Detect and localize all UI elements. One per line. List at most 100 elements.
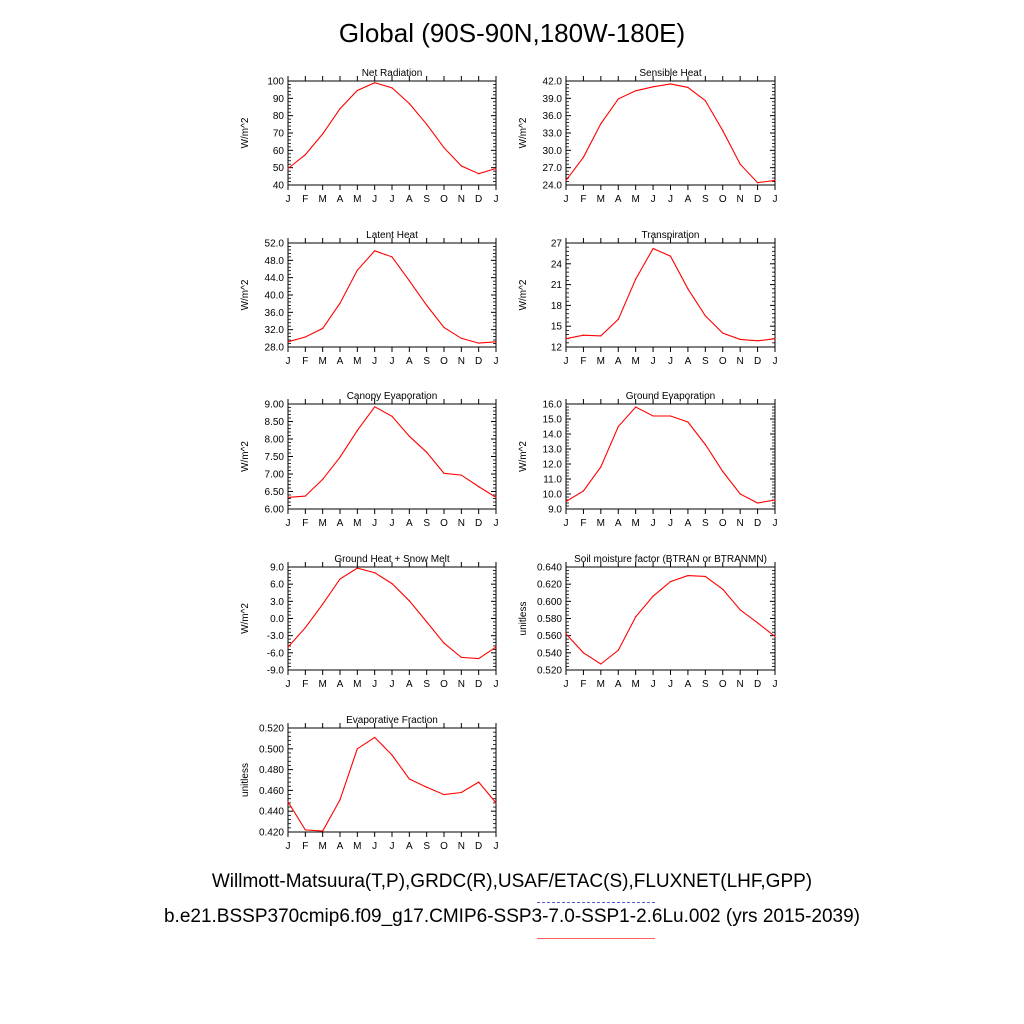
data-point bbox=[339, 799, 341, 801]
panel-title: Evaporative Fraction bbox=[346, 715, 438, 726]
x-tick-label: N bbox=[737, 679, 744, 690]
data-point bbox=[460, 337, 462, 339]
data-point bbox=[478, 486, 480, 488]
chart-panel: Soil moisture factor (BTRAN or BTRANMN) u… bbox=[518, 554, 778, 690]
x-tick-label: J bbox=[390, 518, 395, 529]
x-tick-label: J bbox=[494, 356, 499, 367]
chart-panel: Latent Heat W/m^2 28.0 32.0 36.0 40.0 44.0 48.0… bbox=[240, 230, 499, 367]
y-tick-label: 13.0 bbox=[543, 445, 563, 456]
data-point bbox=[739, 163, 741, 165]
x-tick-label: F bbox=[580, 518, 586, 529]
x-tick-label: N bbox=[737, 518, 744, 529]
y-tick-label: 6.00 bbox=[265, 505, 285, 516]
y-tick-label: 7.50 bbox=[265, 452, 285, 463]
x-tick-label: S bbox=[702, 194, 709, 205]
data-point bbox=[739, 493, 741, 495]
plot-frame bbox=[565, 566, 776, 671]
data-point bbox=[704, 443, 706, 446]
x-tick-label: J bbox=[564, 518, 569, 529]
x-tick-label: D bbox=[754, 356, 761, 367]
x-tick-label: S bbox=[702, 518, 709, 529]
y-tick-label: 52.0 bbox=[265, 239, 285, 250]
y-tick-label: 70 bbox=[273, 129, 285, 140]
x-tick-label: J bbox=[372, 194, 377, 205]
data-point bbox=[426, 123, 428, 125]
data-point bbox=[774, 338, 776, 340]
x-tick-label: O bbox=[719, 518, 727, 529]
x-tick-label: J bbox=[773, 194, 778, 205]
x-tick-label: M bbox=[353, 356, 361, 367]
x-tick-label: F bbox=[580, 194, 586, 205]
y-tick-label: 80 bbox=[273, 111, 285, 122]
data-point bbox=[478, 342, 480, 344]
y-tick-label: 33.0 bbox=[543, 129, 563, 140]
x-tick-label: J bbox=[564, 679, 569, 690]
data-point bbox=[374, 406, 376, 408]
data-point bbox=[617, 318, 619, 320]
x-tick-label: A bbox=[406, 518, 413, 529]
x-tick-label: O bbox=[440, 518, 448, 529]
x-tick-label: A bbox=[406, 194, 413, 205]
x-tick-label: N bbox=[458, 518, 465, 529]
y-axis-label: unitless bbox=[240, 763, 251, 797]
y-tick-label: 9.0 bbox=[548, 505, 562, 516]
x-tick-label: M bbox=[318, 518, 326, 529]
x-tick-label: A bbox=[337, 356, 344, 367]
y-tick-label: 12 bbox=[551, 343, 563, 354]
data-point bbox=[287, 801, 289, 803]
x-tick-label: J bbox=[668, 679, 673, 690]
y-tick-label: 60 bbox=[273, 146, 285, 157]
data-point bbox=[426, 451, 428, 453]
x-tick-label: A bbox=[685, 679, 692, 690]
x-tick-label: A bbox=[406, 841, 413, 852]
x-tick-label: D bbox=[475, 356, 482, 367]
y-tick-label: 0.540 bbox=[537, 648, 562, 659]
y-axis-label: W/m^2 bbox=[240, 117, 251, 148]
plot-frame bbox=[287, 242, 497, 348]
data-point bbox=[600, 663, 602, 665]
x-tick-label: D bbox=[754, 194, 761, 205]
data-point bbox=[617, 98, 619, 100]
y-tick-label: 90 bbox=[273, 94, 285, 105]
y-tick-label: 15 bbox=[551, 322, 563, 333]
data-point bbox=[722, 470, 724, 473]
data-point bbox=[339, 578, 341, 580]
page-title: Global (90S-90N,180W-180E) bbox=[338, 18, 686, 48]
data-point bbox=[600, 466, 602, 468]
data-point bbox=[408, 280, 410, 282]
y-tick-label: 0.620 bbox=[537, 580, 562, 591]
y-tick-label: 39.0 bbox=[543, 94, 563, 105]
data-point bbox=[565, 500, 567, 503]
data-point bbox=[495, 646, 497, 648]
y-tick-label: 44.0 bbox=[265, 273, 285, 284]
panel-title: Canopy Evaporation bbox=[347, 391, 438, 402]
x-tick-label: M bbox=[353, 679, 361, 690]
y-tick-label: 0.440 bbox=[259, 807, 284, 818]
data-point bbox=[304, 627, 306, 629]
x-tick-label: S bbox=[423, 194, 430, 205]
data-point bbox=[635, 90, 637, 92]
x-tick-label: M bbox=[597, 518, 605, 529]
x-tick-label: J bbox=[286, 518, 291, 529]
data-point bbox=[722, 130, 724, 132]
x-tick-label: M bbox=[631, 356, 639, 367]
data-point bbox=[304, 495, 306, 497]
x-tick-label: S bbox=[423, 679, 430, 690]
x-tick-label: N bbox=[458, 841, 465, 852]
data-point bbox=[687, 86, 689, 88]
y-tick-label: -6.0 bbox=[267, 648, 285, 659]
x-tick-label: F bbox=[580, 356, 586, 367]
x-tick-label: A bbox=[615, 679, 622, 690]
data-point bbox=[287, 646, 289, 648]
y-tick-label: 0.420 bbox=[259, 828, 284, 839]
data-point bbox=[756, 502, 759, 504]
data-point bbox=[756, 340, 759, 342]
x-tick-label: M bbox=[631, 679, 639, 690]
y-tick-label: 15.0 bbox=[543, 415, 563, 426]
y-tick-label: 12.0 bbox=[543, 460, 563, 471]
x-tick-label: N bbox=[737, 194, 744, 205]
data-point bbox=[356, 748, 358, 750]
data-point bbox=[408, 102, 410, 105]
